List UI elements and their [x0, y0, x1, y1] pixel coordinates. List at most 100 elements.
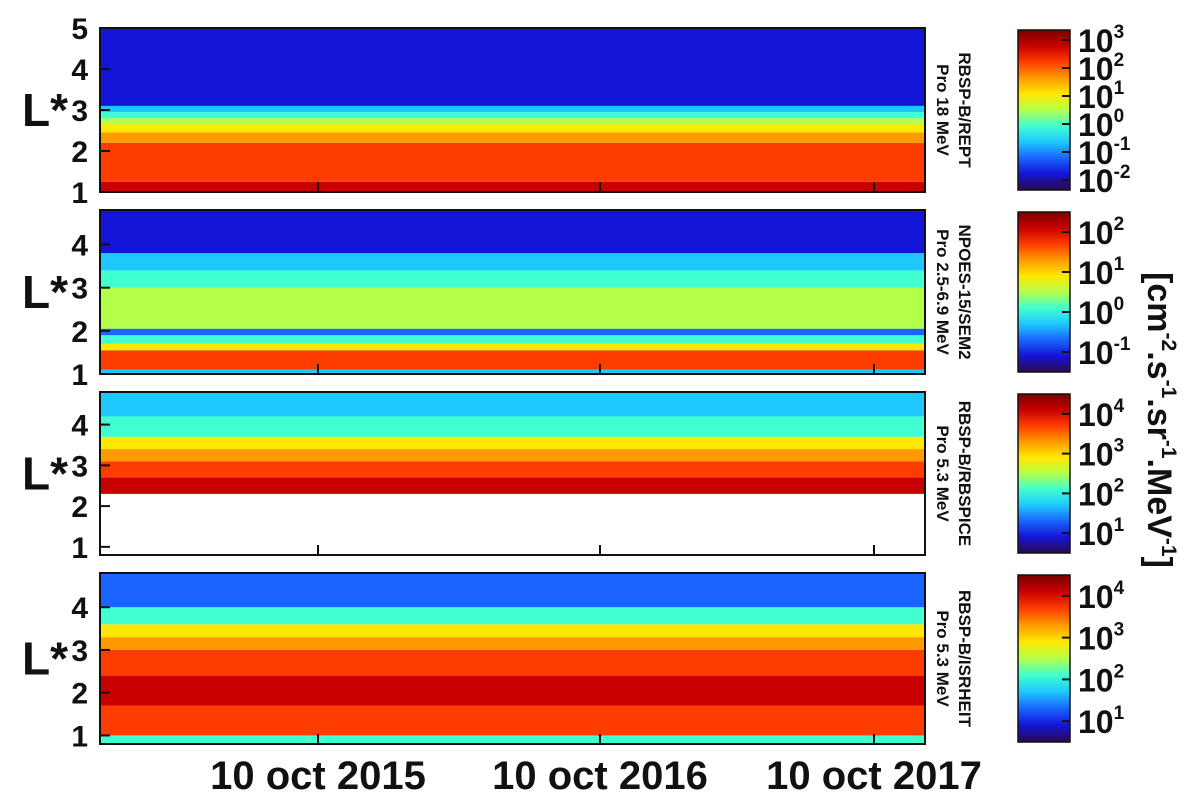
flux-band [100, 210, 925, 254]
y-tick-label: 4 [71, 410, 88, 443]
unit-exp: -1 [1157, 380, 1180, 399]
plot-frame [99, 572, 926, 745]
flux-band [100, 181, 925, 192]
y-tick-label: 4 [71, 54, 88, 87]
flux-band [100, 270, 925, 288]
plot-frame [99, 209, 926, 375]
colorbar-tick-label: 104 [1078, 578, 1125, 615]
colorbar-tick-label: 101 [1078, 703, 1125, 740]
colorbar-tick-label: 10-1 [1078, 134, 1131, 171]
flux-band [100, 624, 925, 638]
unit-part: .sr [1140, 398, 1178, 440]
y-tick-label: 1 [71, 532, 88, 565]
y-tick-label: 1 [71, 177, 88, 210]
y-tick-label: 2 [71, 678, 88, 711]
flux-band [100, 287, 925, 329]
colorbar-tick-label: 102 [1078, 475, 1124, 512]
colorbar-tick-label: 101 [1078, 254, 1125, 291]
flux-band [100, 253, 925, 271]
instrument-name: NPOES-15/SEM2 [955, 224, 974, 359]
y-axis-label: L* [22, 84, 68, 136]
flux-band [100, 649, 925, 676]
flux-band [100, 118, 925, 125]
unit-close: ] [1140, 557, 1178, 568]
x-tick-label: 10 oct 2016 [492, 754, 708, 798]
colorbar-tick-label: 10-2 [1078, 162, 1131, 199]
colorbar [1017, 393, 1071, 554]
y-tick-label: 2 [71, 491, 88, 524]
flux-band [100, 28, 925, 106]
flux-band [100, 461, 925, 478]
unit-part: .MeV [1140, 459, 1178, 539]
flux-band [100, 112, 925, 119]
x-tick-label: 10 oct 2017 [766, 754, 982, 798]
colorbar-unit-label: [cm-2.s-1.sr-1.MeV-1] [1140, 272, 1180, 568]
y-tick-label: 4 [71, 592, 88, 625]
flux-band [100, 705, 925, 736]
flux-band [100, 735, 925, 744]
y-axis-label: L* [22, 266, 68, 318]
unit-part: .s [1140, 351, 1178, 379]
colorbar-tick-label: 10-1 [1078, 334, 1131, 371]
flux-band [100, 350, 925, 370]
flux-band [100, 675, 925, 706]
y-tick-label: 1 [71, 720, 88, 753]
colorbar [1017, 574, 1071, 743]
y-tick-label: 3 [71, 95, 88, 128]
colorbar-tick-label: 100 [1078, 106, 1124, 143]
y-tick-label: 3 [71, 450, 88, 483]
plot-frame [99, 391, 926, 556]
flux-band [100, 607, 925, 625]
y-tick-label: 3 [71, 635, 88, 668]
y-axis-label: L* [22, 633, 68, 685]
colorbar-tick-label: 102 [1078, 661, 1124, 698]
flux-band [100, 392, 925, 417]
y-tick-label: 2 [71, 316, 88, 349]
unit-exp: -1 [1157, 538, 1180, 557]
colorbar [1017, 211, 1071, 373]
unit-open: [cm [1140, 272, 1178, 332]
colorbar [1017, 29, 1071, 191]
flux-band [100, 105, 925, 113]
flux-band [100, 124, 925, 133]
colorbar-tick-label: 103 [1078, 22, 1124, 59]
colorbar-tick-label: 103 [1078, 436, 1124, 473]
flux-band [100, 416, 925, 437]
colorbar-tick-label: 102 [1078, 214, 1124, 251]
y-axis-label: L* [22, 448, 68, 500]
flux-band [100, 328, 925, 336]
flux-band [100, 637, 925, 650]
flux-band [100, 142, 925, 182]
flux-band [100, 335, 925, 344]
y-tick-label: 1 [71, 359, 88, 392]
flux-band [100, 573, 925, 608]
y-tick-label: 2 [71, 136, 88, 169]
instrument-energy: Pro 2.5-6.9 MeV [933, 229, 952, 355]
instrument-energy: Pro 5.3 MeV [933, 425, 952, 522]
flux-band [100, 436, 925, 450]
instrument-energy: Pro 18 MeV [933, 64, 952, 156]
colorbar-tick-label: 104 [1078, 396, 1125, 433]
x-tick-label: 10 oct 2015 [210, 754, 426, 798]
flux-band [100, 477, 925, 494]
colorbar-tick-label: 101 [1078, 78, 1125, 115]
flux-band [100, 343, 925, 351]
flux-band [100, 132, 925, 143]
instrument-name: RBSP-B/REPT [955, 52, 974, 168]
y-tick-label: 5 [71, 13, 88, 46]
colorbar-tick-label: 100 [1078, 294, 1124, 331]
instrument-name: RBSP-B/ISRHEIT [955, 590, 974, 728]
instrument-name: RBSP-B/RBSPICE [955, 401, 974, 546]
unit-exp: -1 [1157, 440, 1180, 459]
x-axis-labels: 10 oct 2015 10 oct 2016 10 oct 2017 [210, 754, 982, 798]
colorbar-tick-label: 102 [1078, 50, 1124, 87]
colorbar-tick-label: 101 [1078, 515, 1125, 552]
